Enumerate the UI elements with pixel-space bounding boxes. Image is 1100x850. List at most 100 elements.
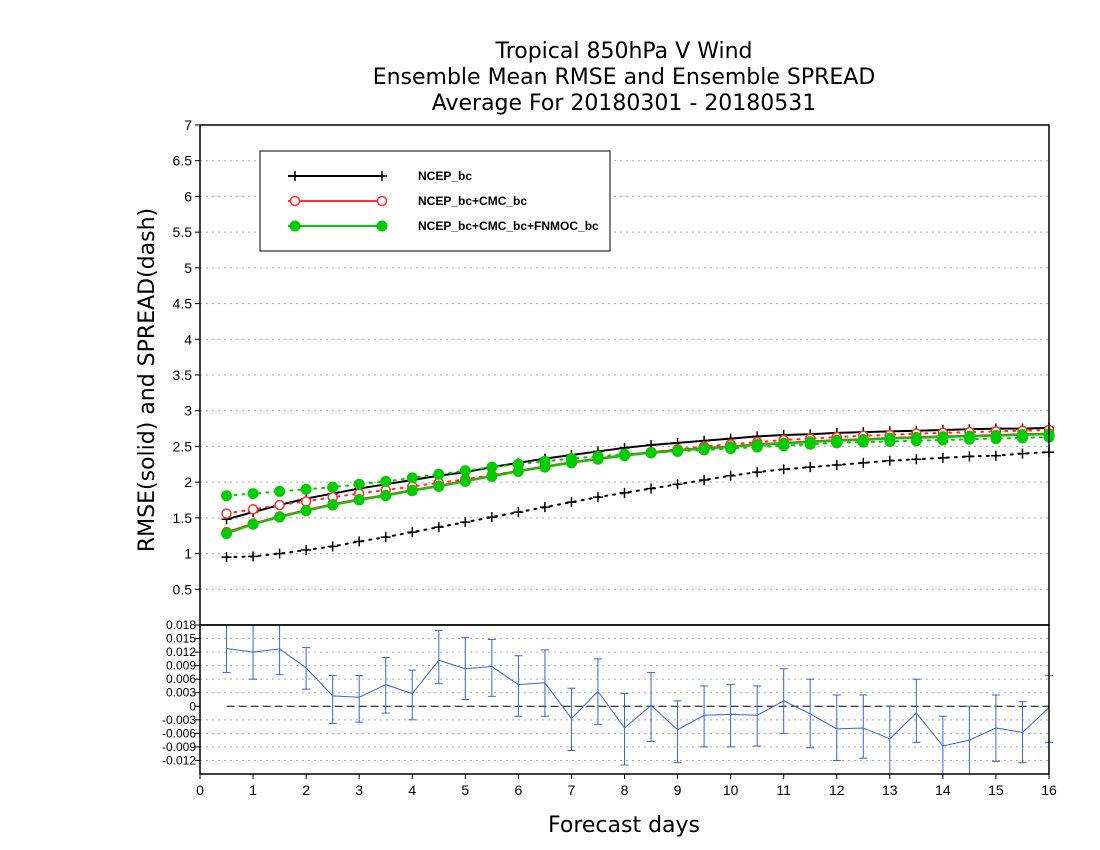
- rmse-point: [247, 518, 259, 530]
- spread-point: [433, 522, 444, 533]
- bottom-y-tick-label: 0.009: [166, 659, 196, 673]
- top-y-tick-label: 2: [184, 474, 192, 490]
- top-y-tick-label: 4: [184, 331, 192, 347]
- rmse-point: [486, 470, 498, 482]
- spread-point: [407, 527, 418, 538]
- top-panel-series: [221, 422, 1055, 563]
- rmse-point: [327, 499, 339, 511]
- top-y-tick-label: 6: [184, 188, 192, 204]
- bottom-panel-series: [222, 624, 1053, 775]
- rmse-point: [884, 433, 896, 445]
- x-tick-label: 1: [249, 782, 257, 798]
- rmse-point: [698, 443, 710, 455]
- x-tick-label: 9: [674, 782, 682, 798]
- x-tick-label: 4: [408, 782, 416, 798]
- spread-point: [247, 504, 259, 515]
- top-panel-y-ticks: 0.5 1 1.5 2 2.5 3 3.5 4 4.5 5 5.5 6 6.5 7: [173, 117, 200, 597]
- spread-point: [539, 502, 550, 513]
- difference-line: [226, 647, 1050, 747]
- x-tick-label: 13: [882, 782, 898, 798]
- x-tick-label: 5: [461, 782, 469, 798]
- rmse-point: [751, 439, 763, 451]
- x-tick-label: 16: [1041, 782, 1057, 798]
- spread-point: [221, 508, 232, 519]
- rmse-point: [963, 430, 975, 442]
- spread-point: [433, 468, 445, 480]
- top-y-tick-label: 0.5: [173, 581, 193, 597]
- spread-point: [248, 551, 259, 562]
- spread-point: [300, 483, 312, 495]
- bottom-y-tick-label: -0.012: [162, 753, 196, 767]
- spread-point: [513, 507, 524, 518]
- top-y-tick-label: 1: [184, 546, 192, 562]
- spread-point: [619, 487, 630, 498]
- spread-point: [274, 548, 285, 559]
- bottom-y-tick-label: 0.018: [166, 618, 196, 632]
- top-y-tick-label: 3: [184, 403, 192, 419]
- rmse-point: [990, 430, 1002, 442]
- rmse-point: [433, 480, 445, 492]
- rmse-point: [539, 461, 551, 473]
- spread-point: [354, 536, 365, 547]
- legend: NCEP_bc NCEP_bc+CMC_bc NCEP_bc+CMC_bc+FNMO…: [259, 150, 611, 252]
- spread-point: [274, 499, 285, 511]
- rmse-point: [831, 435, 843, 447]
- bottom-y-tick-label: -0.003: [162, 713, 196, 727]
- rmse-point: [910, 432, 922, 444]
- spread-point: [778, 464, 789, 475]
- bottom-panel-grid: [200, 624, 1049, 761]
- spread-point: [486, 461, 498, 473]
- rmse-point: [380, 490, 392, 502]
- rmse-point: [459, 475, 471, 487]
- x-tick-label: 0: [196, 782, 204, 798]
- rmse-point: [592, 453, 604, 465]
- bottom-y-tick-label: 0.015: [166, 632, 196, 646]
- x-tick-label: 11: [776, 782, 791, 798]
- x-tick-label: 7: [568, 782, 576, 798]
- rmse-point: [804, 436, 816, 448]
- spread-point: [221, 552, 232, 563]
- top-y-tick-label: 7: [184, 117, 192, 133]
- bottom-panel-y-ticks: 0.0180.0150.0120.0090.0060.0030-0.003-0.…: [162, 618, 200, 767]
- legend-label-0: NCEP_bc: [418, 169, 472, 183]
- rmse-point: [221, 528, 233, 540]
- rmse-point: [645, 447, 657, 459]
- x-tick-label: 6: [514, 782, 522, 798]
- spread-point: [805, 462, 816, 473]
- chart-title: Tropical 850hPa V Wind Ensemble Mean RMS…: [373, 39, 876, 116]
- chart-title-line-3: Average For 20180301 - 20180531: [432, 91, 817, 116]
- spread-point: [353, 478, 365, 490]
- rmse-point: [512, 465, 524, 477]
- spread-point: [566, 497, 577, 508]
- rmse-point: [300, 505, 312, 517]
- spread-point: [380, 475, 392, 487]
- bottom-y-tick-label: -0.006: [162, 726, 196, 740]
- rmse-point: [619, 450, 630, 462]
- bottom-y-tick-label: 0: [189, 699, 196, 713]
- spread-point: [831, 460, 842, 470]
- rmse-point: [406, 485, 418, 497]
- legend-label-1: NCEP_bc+CMC_bc: [418, 194, 527, 208]
- bottom-y-tick-label: -0.009: [162, 740, 196, 754]
- bottom-y-tick-label: 0.012: [166, 645, 196, 659]
- rmse-point: [725, 441, 737, 453]
- spread-point: [646, 483, 657, 494]
- legend-marker-right-2: [376, 220, 388, 232]
- spread-point: [858, 457, 869, 468]
- top-y-tick-label: 2.5: [173, 438, 193, 454]
- rmse-point: [274, 511, 286, 523]
- chart-title-line-2: Ensemble Mean RMSE and Ensemble SPREAD: [373, 65, 876, 90]
- spread-point: [672, 479, 683, 490]
- x-tick-label: 12: [829, 782, 845, 798]
- spread-point: [699, 475, 710, 485]
- spread-line-0: [225, 451, 1050, 559]
- rmse-point: [778, 438, 790, 450]
- spread-point: [911, 454, 922, 465]
- top-y-tick-label: 5.5: [173, 224, 193, 240]
- rmse-point: [937, 431, 949, 443]
- rmse-point: [353, 494, 365, 506]
- spread-point: [460, 517, 471, 528]
- spread-point: [247, 488, 259, 500]
- bottom-panel-frame: [199, 624, 1050, 775]
